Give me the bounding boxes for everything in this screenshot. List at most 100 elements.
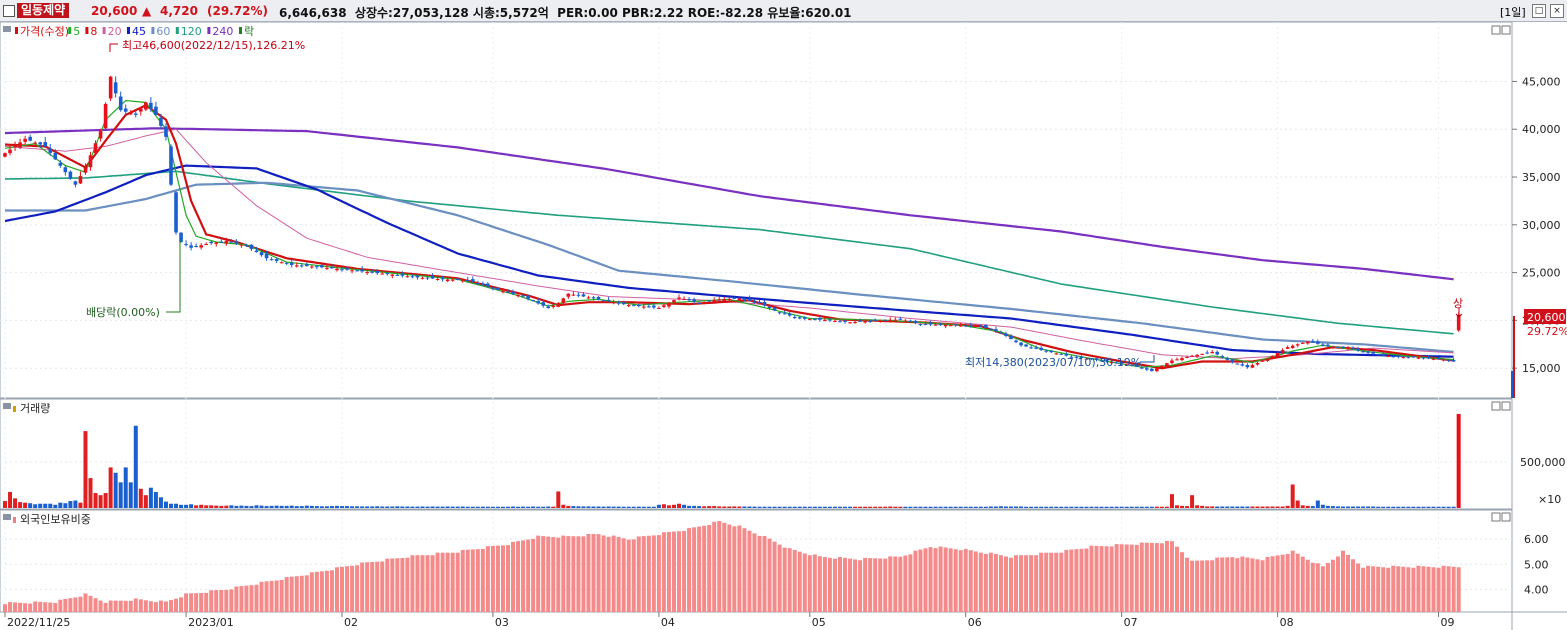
- volume-bar: [83, 431, 88, 508]
- foreign-ownership-bar: [1406, 567, 1411, 612]
- volume-bar: [541, 506, 546, 508]
- candle-body: [802, 317, 807, 319]
- candle-body: [848, 322, 852, 324]
- candle-body: [1376, 354, 1380, 356]
- candle-body: [918, 324, 923, 326]
- volume-close-icon[interactable]: [1501, 401, 1511, 411]
- volume-bar: [848, 506, 853, 508]
- volume-bar: [123, 467, 128, 508]
- volume-minimize-icon[interactable]: [1491, 401, 1501, 411]
- candle-body: [405, 276, 410, 278]
- foreign-ownership-bar: [133, 598, 138, 612]
- volume-bar: [1441, 506, 1446, 508]
- foreign-ownership-bar: [591, 534, 596, 612]
- candle-body: [274, 259, 279, 261]
- x-tick-label: 2023/01: [188, 616, 234, 629]
- volume-bar: [1386, 506, 1391, 508]
- candle-body: [103, 103, 108, 129]
- period-selector[interactable]: [1일]: [1500, 6, 1526, 19]
- foreign-menu-icon[interactable]: [3, 514, 11, 520]
- stock-name[interactable]: 일동제약: [17, 3, 70, 18]
- candle-body: [88, 155, 93, 168]
- foreign-ownership-bar: [345, 566, 350, 612]
- candle-body: [616, 302, 621, 304]
- volume-menu-icon[interactable]: [3, 403, 11, 409]
- foreign-ownership-bar: [868, 558, 873, 612]
- candle-body: [1104, 360, 1109, 362]
- foreign-ownership-bar: [913, 550, 918, 612]
- candle-body: [818, 318, 822, 320]
- foreign-ownership-bar: [63, 598, 68, 612]
- volume-bar: [913, 506, 918, 508]
- volume-bar: [636, 506, 641, 508]
- foreign-ownership-bar: [304, 575, 309, 612]
- legend-label: 가격(수정): [20, 25, 69, 38]
- foreign-ownership-bar: [596, 534, 601, 612]
- foreign-close-icon[interactable]: [1501, 512, 1511, 522]
- panel-minimize-icon[interactable]: [1491, 25, 1501, 35]
- foreign-ownership-bar: [878, 558, 883, 612]
- candle-body: [838, 321, 842, 323]
- candle-body: [953, 324, 958, 326]
- volume-bar: [1154, 506, 1159, 508]
- panel-menu-icon[interactable]: [3, 26, 11, 32]
- foreign-ownership-bar: [219, 590, 224, 612]
- foreign-ownership-bar: [772, 541, 777, 612]
- volume-bar: [1295, 500, 1300, 508]
- candle-body: [159, 117, 163, 126]
- foreign-ownership-bar: [903, 555, 908, 612]
- foreign-ownership-bar: [1124, 544, 1129, 612]
- volume-bar: [78, 502, 83, 508]
- candle-body: [1295, 344, 1300, 346]
- volume-bar: [511, 506, 516, 508]
- maximize-icon[interactable]: □: [1532, 4, 1546, 18]
- foreign-ownership-bar: [511, 541, 516, 612]
- volume-bar: [395, 506, 400, 508]
- candle-body: [642, 306, 646, 308]
- candle-body: [345, 268, 349, 270]
- volume-bar: [229, 505, 234, 508]
- volume-bar: [712, 506, 717, 508]
- foreign-ownership-bar: [475, 549, 480, 612]
- volume-bar: [179, 504, 184, 508]
- foreign-ownership-bar: [299, 575, 304, 612]
- foreign-ownership-bar: [1431, 567, 1436, 612]
- candle-body: [561, 298, 566, 303]
- foreign-ownership-bar: [1376, 566, 1381, 612]
- candle-body: [973, 325, 978, 327]
- foreign-ownership-bar: [908, 554, 913, 612]
- volume-bar: [199, 504, 204, 508]
- volume-bar: [1134, 506, 1139, 508]
- foreign-ownership-bar: [506, 545, 510, 612]
- candle-body: [455, 278, 460, 280]
- candle-body: [1451, 360, 1456, 362]
- foreign-ownership-bar: [174, 598, 179, 612]
- candle-body: [249, 244, 254, 249]
- foreign-ownership-bar: [58, 599, 63, 612]
- candle-body: [687, 299, 691, 301]
- panel-close-icon[interactable]: [1501, 25, 1511, 35]
- foreign-ownership-bar: [883, 558, 888, 612]
- candle-body: [873, 319, 877, 321]
- foreign-ownership-bar: [1330, 559, 1335, 612]
- stock-chart[interactable]: 45,00040,00035,00030,00025,00020,00015,0…: [0, 22, 1567, 630]
- volume-bar: [168, 503, 173, 508]
- foreign-ownership-bar: [28, 603, 33, 612]
- current-price: 20,600: [91, 4, 138, 18]
- volume-bar: [289, 505, 294, 508]
- foreign-ownership-bar: [279, 580, 284, 612]
- volume-bar: [73, 500, 78, 508]
- volume-bar: [807, 506, 812, 508]
- foreign-minimize-icon[interactable]: [1491, 512, 1501, 522]
- candle-body: [521, 295, 525, 297]
- foreign-ownership-bar: [254, 584, 259, 612]
- volume-bar: [1305, 505, 1310, 508]
- candle-body: [999, 332, 1003, 334]
- foreign-ownership-bar: [1446, 566, 1451, 612]
- select-checkbox[interactable]: [3, 5, 15, 17]
- candle-body: [777, 312, 782, 314]
- candle-body: [98, 131, 103, 139]
- foreign-ownership-bar: [651, 535, 656, 612]
- close-icon[interactable]: ×: [1550, 4, 1564, 18]
- foreign-ownership-bar: [521, 540, 526, 612]
